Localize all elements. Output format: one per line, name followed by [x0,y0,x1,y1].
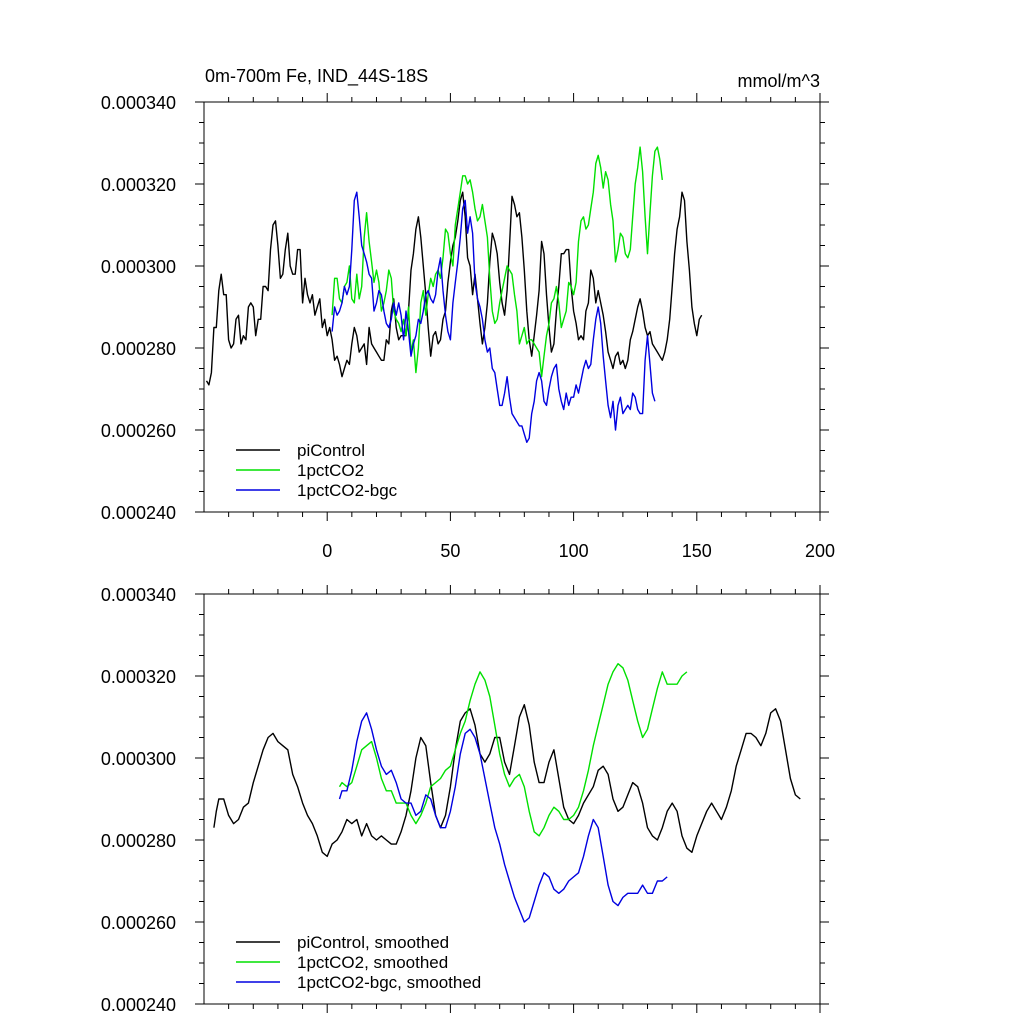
y-tick-label: 0.000240 [101,995,176,1015]
chart-title: 0m-700m Fe, IND_44S-18S [205,66,428,87]
y-tick-label: 0.000340 [101,585,176,605]
y-tick-label: 0.000260 [101,913,176,933]
legend-label-picontrol-smoothed: piControl, smoothed [297,933,449,952]
y-tick-label: 0.000320 [101,175,176,195]
legend-label-1pctco2-smoothed: 1pctCO2, smoothed [297,953,448,972]
series-line-1pctco2 [331,146,663,378]
y-tick-label: 0.000300 [101,257,176,277]
y-tick-label: 0.000240 [101,503,176,523]
x-tick-label: 150 [682,541,712,561]
x-tick-label: 100 [559,541,589,561]
chart-units: mmol/m^3 [738,71,820,91]
y-tick-label: 0.000300 [101,749,176,769]
legend-label-1pctco2-bgc-smoothed: 1pctCO2-bgc, smoothed [297,973,481,992]
y-tick-label: 0.000260 [101,421,176,441]
top-panel: 0.000240 0.000260 0.000280 0.000300 0.000320… [101,93,835,561]
y-tick-label: 0.000280 [101,339,176,359]
series-line-1pctco2-bgc-smoothed [338,712,668,923]
series-line-1pctco2-smoothed [338,663,688,837]
bottom-panel: 0.000240 0.000260 0.000280 0.000300 0.000320… [101,585,829,1015]
series-line-picontrol-smoothed [213,704,801,858]
legend-label-1pctco2-bgc: 1pctCO2-bgc [297,481,398,500]
x-tick-label: 50 [440,541,460,561]
x-tick-label: 200 [805,541,835,561]
series-line-1pctco2-bgc [331,191,656,443]
x-tick-label: 0 [322,541,332,561]
y-tick-label: 0.000320 [101,667,176,687]
y-tick-label: 0.000340 [101,93,176,113]
legend-label-picontrol: piControl [297,441,365,460]
y-tick-label: 0.000280 [101,831,176,851]
legend-label-1pctco2: 1pctCO2 [297,461,364,480]
